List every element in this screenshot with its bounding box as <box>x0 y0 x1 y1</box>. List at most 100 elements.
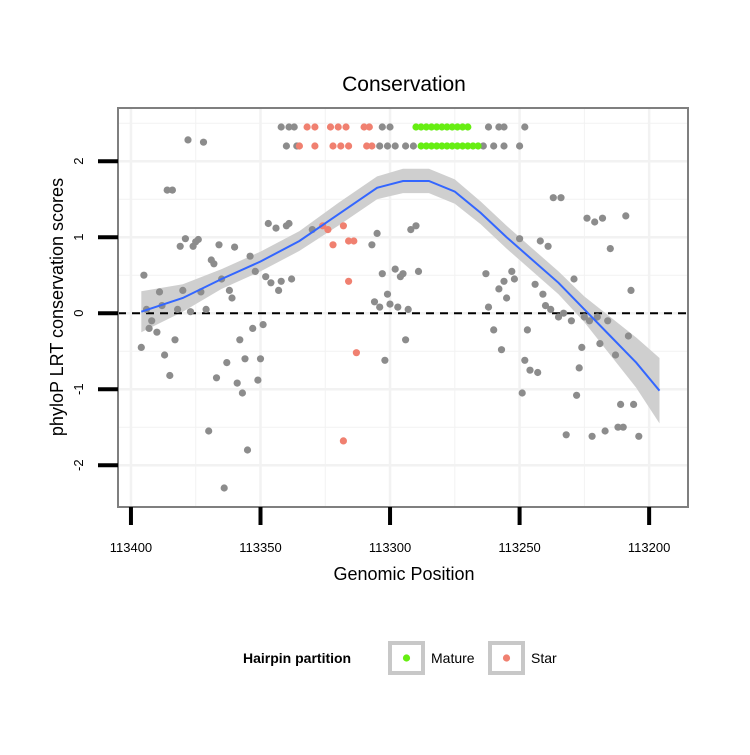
point-other <box>223 359 231 367</box>
plot-area: 113400 113350 113300 113250 113200 -2 -1 0 1 2 <box>71 107 689 555</box>
point-other <box>277 277 285 285</box>
point-other <box>414 267 423 275</box>
point-other <box>145 324 153 332</box>
legend-label-star: Star <box>531 650 557 666</box>
point-other <box>544 242 552 250</box>
point-other <box>231 243 239 251</box>
point-other <box>508 267 516 275</box>
point-other <box>500 277 508 285</box>
point-other <box>290 123 298 131</box>
point-other <box>484 303 493 311</box>
point-other <box>495 285 503 293</box>
point-other <box>518 389 526 397</box>
point-other <box>285 123 293 131</box>
y-tick-label: -2 <box>71 459 86 471</box>
point-other <box>181 235 189 243</box>
point-other <box>557 194 565 202</box>
point-other <box>184 136 192 144</box>
y-axis-label: phyloP LRT conservation scores <box>47 178 67 436</box>
point-mature <box>448 142 456 150</box>
point-other <box>560 309 568 317</box>
point-other <box>578 343 586 351</box>
point-other <box>243 446 252 454</box>
point-other <box>386 123 394 131</box>
point-other <box>381 356 389 364</box>
point-other <box>534 368 542 377</box>
point-other <box>205 427 213 435</box>
point-other <box>391 142 399 150</box>
point-other <box>601 427 609 435</box>
point-other <box>412 222 420 230</box>
point-star <box>339 222 347 230</box>
point-star <box>334 123 342 131</box>
point-other <box>228 294 236 302</box>
point-other <box>536 237 544 245</box>
point-other <box>510 275 518 283</box>
point-mature <box>438 142 446 150</box>
point-other <box>199 138 208 146</box>
point-other <box>583 214 591 222</box>
point-other <box>516 235 524 243</box>
point-other <box>282 142 290 150</box>
point-other <box>378 123 386 131</box>
point-other <box>246 252 254 260</box>
point-other <box>267 279 275 287</box>
point-other <box>233 379 241 387</box>
point-mature <box>427 123 436 131</box>
point-other <box>497 346 506 354</box>
point-mature <box>422 142 430 150</box>
point-star <box>342 123 350 131</box>
point-other <box>526 366 534 374</box>
point-mature <box>443 142 451 150</box>
point-other <box>259 321 267 329</box>
point-other <box>391 265 399 273</box>
point-other <box>168 186 176 194</box>
point-other <box>215 241 223 249</box>
point-other <box>251 267 259 275</box>
point-other <box>575 364 583 372</box>
point-other <box>376 142 384 150</box>
point-star <box>339 437 347 445</box>
point-other <box>622 212 630 220</box>
point-other <box>541 302 550 310</box>
point-other <box>186 308 195 316</box>
point-other <box>407 226 415 234</box>
point-other <box>402 142 410 150</box>
point-star <box>345 277 353 285</box>
point-other <box>376 303 384 311</box>
point-star <box>329 142 337 150</box>
point-other <box>409 142 417 150</box>
point-other <box>500 123 508 131</box>
point-mature <box>459 142 467 150</box>
point-other <box>490 326 498 334</box>
point-other <box>547 305 555 313</box>
point-other <box>531 280 539 288</box>
point-other <box>580 313 589 321</box>
legend-key-point <box>402 654 411 662</box>
point-mature <box>433 123 441 131</box>
point-other <box>285 219 293 228</box>
point-mature <box>464 142 472 150</box>
point-other <box>630 400 638 408</box>
point-mature <box>459 123 467 131</box>
x-tick-label: 113400 <box>110 540 152 555</box>
point-star <box>345 142 353 150</box>
point-other <box>225 286 233 294</box>
point-other <box>549 194 557 202</box>
point-mature <box>453 142 461 150</box>
point-star <box>345 237 353 245</box>
point-other <box>236 336 244 344</box>
point-other <box>202 305 210 313</box>
point-mature <box>469 142 477 150</box>
point-other <box>627 286 635 294</box>
smooth-line <box>140 180 661 392</box>
point-other <box>554 313 563 321</box>
point-other <box>614 423 622 431</box>
point-other <box>166 371 174 380</box>
point-other <box>593 313 601 321</box>
point-other <box>516 142 524 150</box>
legend-key-point <box>502 654 511 662</box>
point-other <box>394 303 402 311</box>
point-other <box>179 286 187 294</box>
point-star <box>337 142 345 150</box>
